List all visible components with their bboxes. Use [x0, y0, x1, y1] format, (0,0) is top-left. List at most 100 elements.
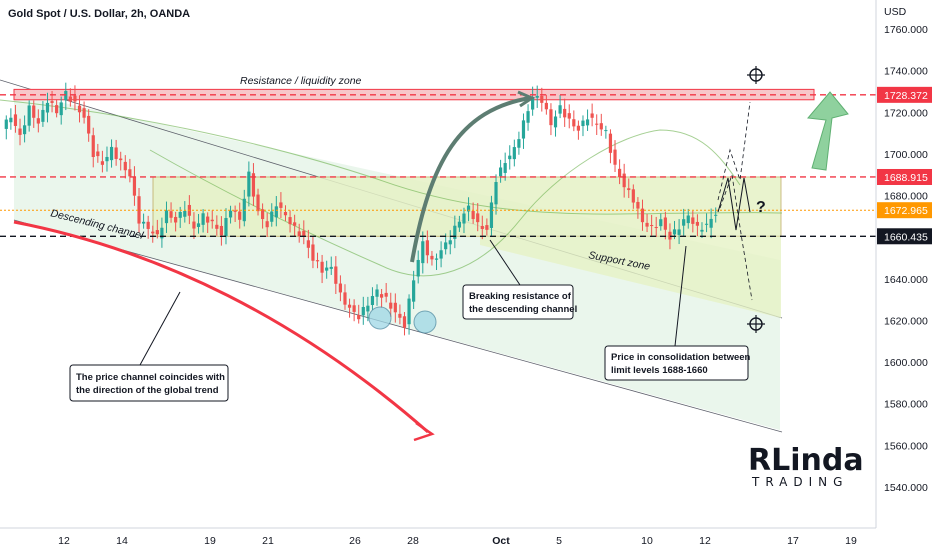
- candle-body: [64, 90, 68, 101]
- candle-body: [36, 118, 40, 124]
- ma-slow-line: [0, 99, 783, 215]
- candle-body: [384, 292, 388, 297]
- y-tick-label: 1560.000: [884, 440, 928, 452]
- candle-body: [233, 210, 237, 212]
- channel-callout-line1: The price channel coincides with: [76, 372, 225, 383]
- candle-body: [498, 167, 503, 177]
- candle-body: [439, 250, 443, 259]
- candle-body: [283, 211, 288, 216]
- candle-body: [256, 194, 260, 212]
- breaking-callout-box: [462, 284, 574, 320]
- candle-body: [132, 176, 137, 196]
- y-tick-label: 1740.000: [884, 66, 928, 78]
- currency-label: USD: [884, 6, 907, 18]
- candle-body: [517, 139, 521, 148]
- candles-layer: [4, 82, 718, 336]
- candle-body: [581, 120, 585, 127]
- candle-body: [526, 111, 530, 123]
- candle-body: [265, 221, 269, 228]
- logo-wordmark: RLinda: [748, 443, 864, 478]
- level-tag-1: [877, 168, 932, 185]
- candle-body: [270, 211, 274, 222]
- candle-body: [686, 215, 690, 224]
- candle-body: [398, 313, 402, 318]
- candle-body: [476, 213, 480, 223]
- y-tick-label: 1580.000: [884, 399, 928, 411]
- candle-body: [453, 225, 457, 239]
- y-tick-label: 1720.000: [884, 107, 928, 119]
- candle-body: [155, 230, 159, 235]
- candle-body: [347, 304, 352, 308]
- candle-body: [370, 296, 375, 306]
- x-tick-label: Oct: [492, 535, 510, 547]
- candle-body: [228, 210, 233, 218]
- candle-body: [508, 155, 512, 160]
- candle-body: [201, 213, 205, 225]
- breaking-pointer: [489, 239, 521, 286]
- resistance-zone-label: Resistance / liquidity zone: [240, 75, 362, 87]
- candle-body: [412, 280, 416, 302]
- candle-body: [485, 225, 489, 230]
- lower-target-icon: [747, 315, 765, 333]
- candle-body: [114, 147, 118, 159]
- candle-body: [599, 123, 603, 130]
- candle-body: [631, 189, 635, 203]
- y-tick-label: 1760.000: [884, 24, 928, 36]
- candle-body: [206, 216, 210, 223]
- candle-body: [123, 161, 127, 171]
- candle-body: [279, 202, 283, 208]
- x-tick-label: 17: [787, 535, 799, 547]
- candle-body: [338, 283, 343, 293]
- candle-body: [590, 113, 594, 118]
- candle-body: [151, 231, 155, 234]
- candle-body: [672, 229, 677, 235]
- candle-body: [183, 210, 187, 217]
- consolidation-callout-line1: Price in consolidation between: [611, 352, 751, 363]
- candle-body: [444, 242, 448, 250]
- candle-body: [96, 151, 100, 157]
- y-tick-label: 1540.000: [884, 482, 928, 494]
- candle-body: [274, 206, 278, 218]
- candle-body: [18, 128, 22, 135]
- bear-scenario-path: [719, 174, 753, 301]
- candle-body: [457, 221, 462, 228]
- candle-body: [128, 169, 132, 177]
- candle-body: [160, 227, 164, 239]
- candle-body: [169, 211, 173, 218]
- candle-body: [677, 229, 681, 235]
- level-tag-0: [877, 86, 932, 103]
- candle-body: [9, 117, 13, 123]
- candle-body: [293, 222, 297, 226]
- candle-body: [416, 259, 420, 277]
- time-axis[interactable]: 12 14 19 21 26 28 Oct 5 10 12 17 19: [58, 535, 857, 547]
- breakout-arrow: [410, 96, 531, 263]
- candle-body: [430, 255, 434, 260]
- price-level-tags: 1728.372 1688.915 1672.965 1660.435: [877, 86, 932, 245]
- y-tick-label: 1700.000: [884, 149, 928, 161]
- candle-body: [315, 260, 320, 262]
- range-scenario-path: [717, 177, 751, 231]
- logo-subtitle: TRADING: [751, 475, 848, 489]
- candle-body: [343, 292, 347, 305]
- candle-body: [695, 221, 700, 226]
- candle-body: [622, 173, 626, 188]
- breakout-arrowhead: [517, 90, 536, 108]
- candle-body: [219, 225, 224, 236]
- candle-body: [512, 147, 516, 160]
- candle-body: [663, 217, 667, 230]
- x-tick-label: 28: [407, 535, 419, 547]
- candle-body: [691, 217, 695, 224]
- candle-body: [480, 225, 484, 230]
- candle-body: [544, 102, 548, 110]
- candle-body: [494, 182, 498, 205]
- candle-body: [109, 146, 114, 161]
- candle-body: [73, 95, 77, 102]
- level-tag-3: [877, 228, 932, 245]
- channel-callout-line2: the direction of the global trend: [76, 385, 219, 396]
- candle-body: [77, 105, 82, 113]
- global-trend-arrow: [13, 220, 429, 434]
- candle-body: [585, 119, 590, 126]
- candle-body: [668, 231, 672, 240]
- candle-body: [357, 315, 361, 320]
